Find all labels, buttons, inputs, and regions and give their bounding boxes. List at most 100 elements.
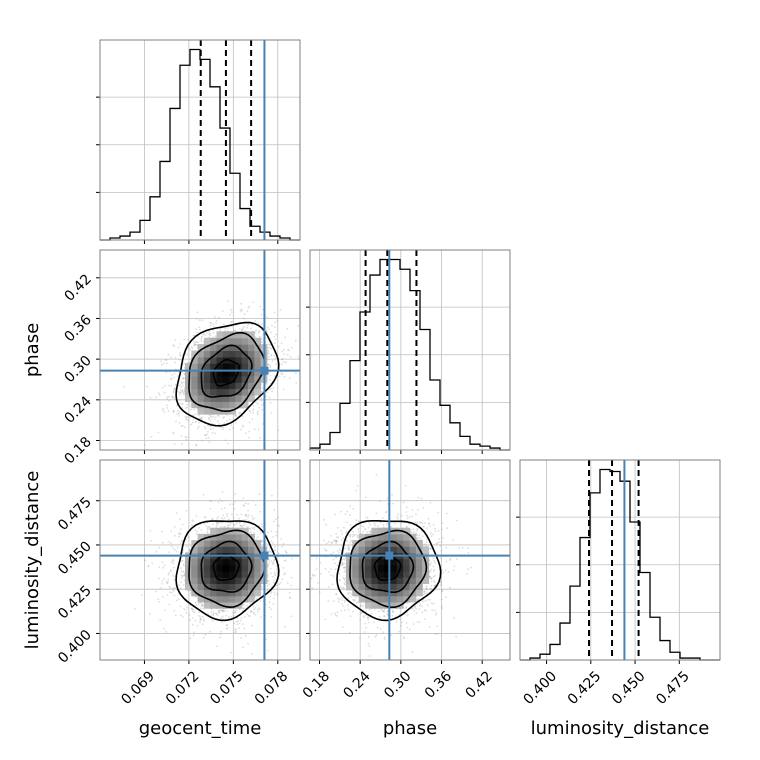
sample-point xyxy=(252,301,255,304)
sample-point xyxy=(183,338,186,341)
density-cell xyxy=(229,583,236,591)
sample-point xyxy=(270,560,273,563)
density-cell xyxy=(222,558,230,566)
sample-point xyxy=(177,375,179,377)
histogram-panel-geocent-time xyxy=(96,39,301,244)
sample-point xyxy=(285,551,288,554)
sample-point xyxy=(267,564,269,566)
y-tick-label: 0.400 xyxy=(55,627,95,667)
sample-point xyxy=(265,330,268,332)
sample-point xyxy=(222,514,225,517)
sample-point xyxy=(144,559,147,562)
sample-point xyxy=(167,353,170,356)
sample-point xyxy=(260,399,263,402)
histogram-panel-luminosity-distance: 0.400 0.425 0.450 0.475 xyxy=(516,459,721,708)
sample-point xyxy=(172,589,175,592)
sample-point xyxy=(258,608,261,611)
sample-point xyxy=(281,545,284,548)
density-cell xyxy=(222,337,230,345)
sample-point xyxy=(259,305,262,308)
sample-point xyxy=(191,421,194,424)
sample-point xyxy=(270,331,273,334)
sample-point xyxy=(235,620,238,623)
sample-point xyxy=(275,568,278,571)
sample-point xyxy=(294,372,297,374)
density-cell xyxy=(191,558,199,566)
density-cell xyxy=(197,595,205,603)
sample-point xyxy=(277,429,280,432)
sample-point xyxy=(165,371,168,374)
sample-point xyxy=(224,526,227,528)
sample-point xyxy=(253,428,256,431)
density-cell xyxy=(241,546,249,553)
density-cell xyxy=(216,589,224,597)
sample-point xyxy=(200,416,203,419)
sample-point xyxy=(206,528,209,531)
density-cell xyxy=(248,395,255,402)
density-cell xyxy=(235,401,243,409)
density-cell xyxy=(222,350,230,358)
sample-point xyxy=(220,630,222,633)
density-cell xyxy=(241,375,249,383)
sample-point xyxy=(409,628,411,630)
density-cell xyxy=(216,350,224,358)
sample-point xyxy=(278,583,281,586)
density-cell xyxy=(203,375,211,383)
density-cell xyxy=(248,577,255,584)
sample-point xyxy=(179,352,181,354)
sample-point xyxy=(149,396,152,399)
histogram-phase xyxy=(309,258,510,451)
sample-point xyxy=(247,642,249,645)
sample-point xyxy=(168,585,171,588)
sample-point xyxy=(147,564,150,567)
sample-point xyxy=(227,442,230,445)
sample-point xyxy=(290,615,293,618)
sample-point xyxy=(235,522,238,525)
sample-point xyxy=(217,501,220,504)
sample-point xyxy=(232,503,235,506)
density-cell xyxy=(229,401,236,409)
sample-point xyxy=(185,417,188,419)
sample-point xyxy=(173,578,176,581)
sample-point xyxy=(200,603,203,606)
sample-point xyxy=(233,329,236,332)
density-cell xyxy=(216,395,224,402)
sample-point xyxy=(160,360,163,362)
sample-point xyxy=(273,591,275,593)
sample-point xyxy=(221,521,223,524)
sample-point xyxy=(166,582,169,585)
sample-point xyxy=(215,525,218,528)
sample-point xyxy=(173,397,176,399)
sample-point xyxy=(207,424,209,427)
sample-point xyxy=(197,427,199,430)
sample-point xyxy=(189,416,192,419)
sample-point xyxy=(258,607,260,609)
sample-point xyxy=(198,326,201,329)
sample-point xyxy=(190,608,193,610)
sample-point xyxy=(219,636,222,639)
sample-point xyxy=(265,542,268,544)
sample-point xyxy=(287,349,289,351)
sample-point xyxy=(167,399,170,402)
sample-point xyxy=(283,625,286,628)
sample-point xyxy=(267,364,270,366)
sample-point xyxy=(227,627,229,629)
sample-point xyxy=(248,305,251,308)
sample-point xyxy=(193,343,196,345)
sample-point xyxy=(196,331,199,334)
sample-point xyxy=(193,408,196,411)
sample-point xyxy=(206,527,209,529)
sample-point xyxy=(268,562,271,564)
sample-point xyxy=(180,540,183,542)
sample-point xyxy=(241,415,244,418)
density-cell xyxy=(203,337,211,345)
sample-point xyxy=(214,335,217,338)
sample-point xyxy=(212,612,215,615)
contour-level xyxy=(200,344,253,398)
sample-point xyxy=(268,378,271,381)
sample-point xyxy=(161,561,164,563)
sample-point xyxy=(185,509,188,512)
sample-point xyxy=(192,334,195,337)
sample-point xyxy=(382,523,385,526)
sample-point xyxy=(172,432,175,435)
